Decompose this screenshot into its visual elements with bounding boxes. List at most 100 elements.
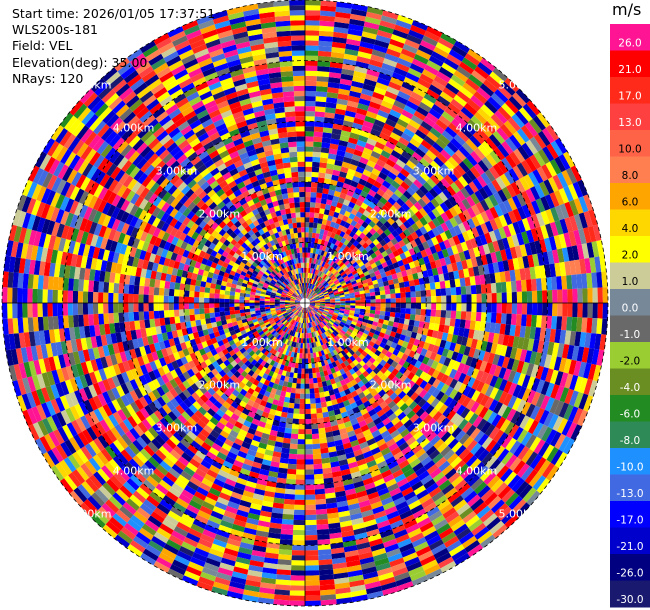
gate-cell [298,273,302,279]
gate-cell [282,274,288,280]
gate-cell [228,349,236,357]
gate-cell [378,389,387,398]
gate-cell [261,348,267,354]
gate-cell [386,274,393,281]
gate-cell [271,456,281,463]
gate-cell [348,461,359,469]
gate-cell [265,269,272,275]
gate-cell [365,306,371,310]
gate-cell [500,281,507,293]
gate-cell [270,292,277,296]
gate-cell [462,172,473,185]
gate-cell [323,343,328,350]
gate-cell [117,362,126,374]
gate-cell [327,215,334,222]
gate-cell [393,451,404,461]
gate-cell [389,392,398,401]
gate-cell [205,318,212,324]
gate-cell [305,509,317,516]
gate-cell [285,298,291,301]
gate-cell [429,282,436,290]
gate-cell [303,293,305,298]
gate-cell [358,420,367,428]
gate-cell [356,320,363,325]
gate-cell [98,368,107,381]
gate-cell [401,394,411,403]
gate-cell [312,292,317,297]
gate-cell [199,369,207,378]
gate-cell [288,146,298,153]
gate-cell [305,444,313,450]
gate-cell [163,303,169,311]
gate-cell [173,245,181,255]
gate-cell [349,237,356,245]
gate-cell [234,295,240,300]
gate-cell [347,375,355,382]
gate-cell [425,289,432,297]
gate-cell [272,399,279,406]
gate-cell [282,381,289,387]
gate-cell [353,117,365,126]
gate-cell [193,297,200,303]
gate-cell [273,285,279,290]
gate-cell [504,270,511,282]
gate-cell [143,212,152,223]
gate-cell [291,423,299,430]
gate-cell [285,306,291,310]
gate-cell [290,313,295,318]
gate-cell [398,154,409,165]
gate-cell [354,291,360,296]
gate-cell [158,445,170,457]
gate-cell [302,293,304,299]
gate-cell [435,362,444,372]
gate-cell [187,395,197,405]
gate-cell [233,189,242,198]
gate-cell [259,307,266,311]
gate-cell [288,259,293,266]
gate-cell [120,199,131,212]
gate-cell [352,338,359,345]
gate-cell [344,404,353,412]
gate-cell [286,255,291,261]
gate-cell [311,433,320,440]
gate-cell [254,323,260,329]
gate-cell [186,228,195,238]
gate-cell [413,417,423,427]
gate-cell [293,321,297,327]
gate-cell [338,288,344,293]
gate-cell [339,220,347,227]
gate-cell [310,398,316,404]
gate-cell [365,374,373,382]
gate-cell [305,247,308,253]
gate-cell [373,204,382,213]
gate-cell [227,192,237,201]
gate-cell [222,337,229,345]
gate-cell [322,132,332,139]
gate-cell [239,274,245,280]
gate-cell [250,313,257,318]
gate-cell [325,324,330,330]
gate-cell [122,360,131,372]
gate-cell [286,309,292,313]
gate-cell [343,252,349,258]
gate-cell [108,303,114,314]
gate-cell [325,107,336,114]
gate-cell [258,228,265,236]
gate-cell [263,356,270,363]
gate-cell [324,307,330,310]
gate-cell [158,295,164,303]
gate-cell [245,353,252,361]
gate-cell [444,317,451,326]
gate-cell [332,287,338,291]
gate-cell [211,442,222,452]
gate-cell [274,221,280,228]
gate-cell [228,393,237,402]
gate-cell [186,219,195,229]
gate-cell [355,350,362,357]
gate-cell [297,283,301,289]
gate-cell [401,486,414,497]
gate-cell [208,487,221,497]
gate-cell [388,412,398,422]
gate-cell [388,154,399,164]
gate-cell [396,399,405,409]
